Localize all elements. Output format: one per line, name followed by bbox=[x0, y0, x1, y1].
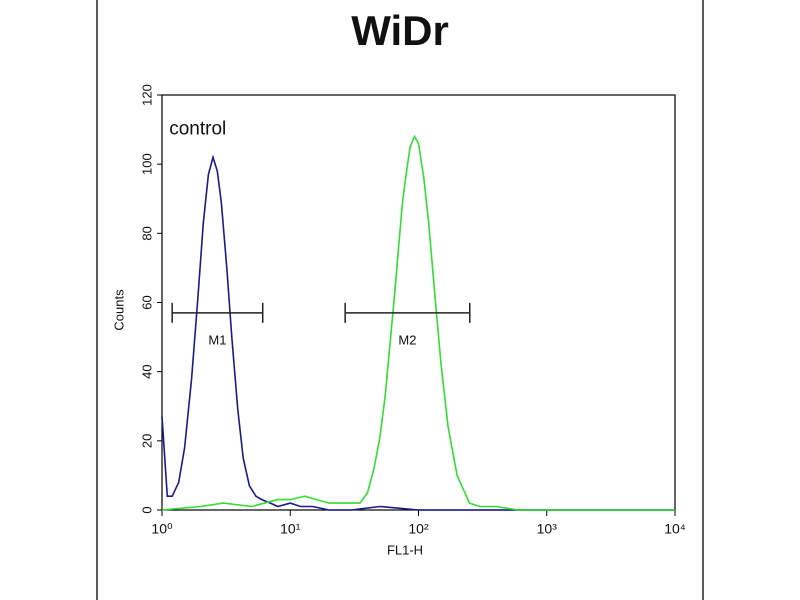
x-tick-label: 10⁰ bbox=[151, 521, 173, 537]
x-tick-label: 10¹ bbox=[280, 521, 301, 537]
y-tick-label: 0 bbox=[139, 506, 154, 513]
y-axis-label: Counts bbox=[111, 289, 126, 331]
y-tick-label: 40 bbox=[139, 364, 154, 378]
y-tick-label: 20 bbox=[139, 434, 154, 448]
x-tick-label: 10² bbox=[408, 521, 429, 537]
frame bbox=[96, 0, 704, 600]
histogram-line bbox=[161, 154, 675, 511]
y-tick-label: 100 bbox=[139, 153, 154, 175]
marker-label: M1 bbox=[208, 332, 226, 347]
chart-title: WiDr bbox=[351, 7, 449, 54]
marker-label: M2 bbox=[398, 332, 416, 347]
histogram-line bbox=[161, 134, 675, 511]
annotation: control bbox=[169, 119, 226, 140]
y-tick-label: 60 bbox=[139, 295, 154, 309]
x-tick-label: 10³ bbox=[537, 521, 558, 537]
y-tick-label: 120 bbox=[139, 84, 154, 106]
x-axis-label: FL1-H bbox=[387, 542, 423, 557]
plot-area bbox=[161, 94, 676, 511]
x-tick-label: 10⁴ bbox=[664, 521, 686, 537]
y-tick-label: 80 bbox=[139, 226, 154, 240]
